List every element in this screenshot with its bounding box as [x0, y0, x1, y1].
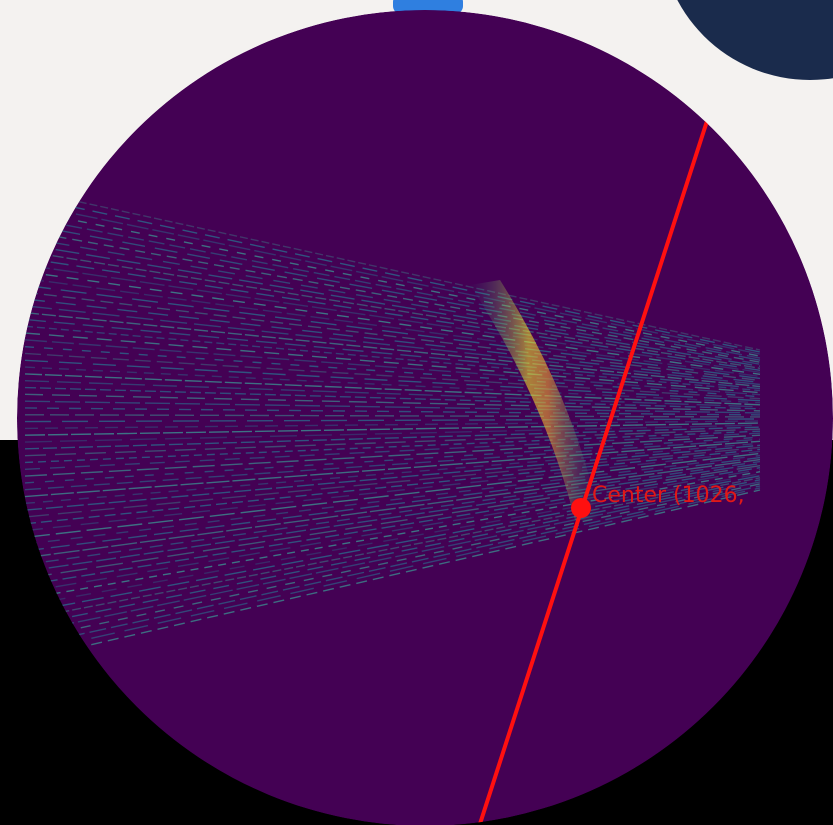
fringe: [24, 438, 761, 491]
fringe: [24, 414, 761, 418]
fringe: [24, 448, 761, 525]
fringe: [24, 462, 761, 573]
fringe: [24, 426, 761, 450]
fringe: [24, 485, 761, 648]
fringe: [24, 460, 761, 566]
fringe: [24, 257, 761, 371]
fringe: [24, 189, 761, 351]
fringe: [24, 477, 761, 620]
fringe: [24, 339, 761, 396]
fringe: [24, 196, 761, 353]
fringe: [24, 454, 761, 545]
fringe: [24, 422, 761, 436]
fringe: [24, 264, 761, 374]
fringe: [24, 428, 761, 457]
fringe: [24, 487, 761, 654]
fringe: [24, 284, 761, 380]
fringe: [24, 424, 761, 443]
fringe: [24, 432, 761, 470]
fringe: [24, 446, 761, 518]
fringe: [24, 442, 761, 505]
fringe: [24, 458, 761, 559]
lens-view: Center (1026,: [17, 10, 833, 825]
fringe: [24, 236, 761, 365]
fringe: [24, 479, 761, 627]
fringe: [24, 366, 761, 404]
fringe: [24, 436, 761, 484]
fringe: [24, 418, 761, 423]
fringe: [24, 325, 761, 392]
fringe: [24, 430, 761, 464]
fringe: [24, 393, 761, 412]
fringe: [24, 489, 761, 661]
fringe: [24, 305, 761, 386]
fringe: [24, 469, 761, 593]
fringe: [24, 471, 761, 600]
fringe: [24, 352, 761, 400]
fringe: [24, 464, 761, 579]
fringe: [24, 230, 761, 363]
fringe: [24, 473, 761, 607]
fringe: [24, 345, 761, 398]
fringe: [24, 373, 761, 406]
fringe: [24, 271, 761, 376]
bright-band: [470, 280, 600, 520]
fringe: [24, 434, 761, 477]
fringe: [24, 202, 761, 355]
lens-background: [17, 10, 833, 825]
fringe: [24, 450, 761, 532]
fringe: [24, 250, 761, 369]
fringe: [24, 386, 761, 410]
corner-disc: [677, 0, 833, 80]
fringe: [24, 456, 761, 552]
fringe: [24, 318, 761, 390]
center-dot: [571, 498, 591, 518]
fringe: [24, 466, 761, 586]
fringe: [24, 243, 761, 367]
fringe: [24, 420, 761, 430]
fringe: [24, 444, 761, 511]
fringe: [24, 277, 761, 378]
fringe: [24, 359, 761, 402]
fringe: [24, 311, 761, 388]
fringe: [24, 291, 761, 382]
fringe: [24, 223, 761, 361]
fringe: [24, 380, 761, 408]
fringe: [24, 332, 761, 394]
fringe: [24, 440, 761, 498]
center-line: [476, 117, 710, 825]
fringe: [24, 481, 761, 634]
fringe: [24, 475, 761, 614]
fringe: [24, 400, 761, 414]
center-label: Center (1026,: [592, 483, 745, 508]
